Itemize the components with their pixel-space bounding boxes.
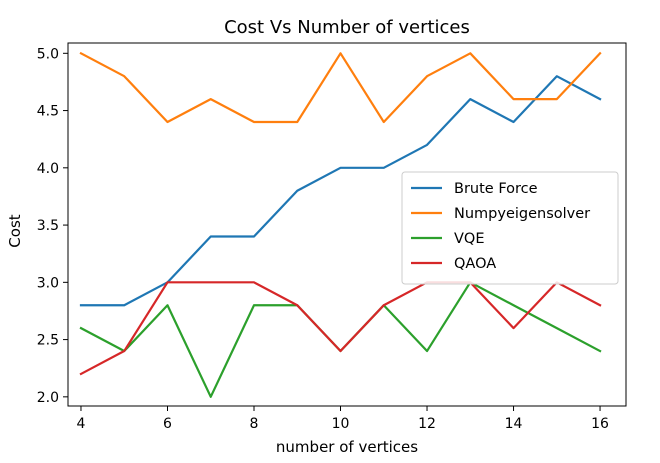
x-tick-label: 10 — [332, 416, 350, 432]
legend-box — [401, 171, 619, 285]
legend-label-3: QAOA — [454, 256, 496, 272]
y-tick-label: 3.0 — [37, 275, 59, 291]
legend-label-1: Numpyeigensolver — [454, 206, 590, 222]
x-tick-label: 6 — [163, 416, 172, 432]
y-tick-label: 4.0 — [37, 161, 59, 177]
x-axis-title: number of vertices — [276, 438, 418, 456]
legend-label-2: VQE — [454, 231, 485, 247]
x-tick-label: 4 — [77, 416, 86, 432]
x-tick-label: 16 — [591, 416, 609, 432]
x-axis: 4 6 8 10 12 14 16 — [77, 406, 609, 432]
x-tick-label: 12 — [418, 416, 436, 432]
series-layer — [79, 51, 602, 398]
plot-frame — [67, 42, 627, 407]
x-tick-label: 14 — [505, 416, 523, 432]
y-tick-label: 5.0 — [37, 46, 59, 62]
legend-label-0: Brute Force — [454, 181, 538, 197]
y-tick-label: 2.5 — [37, 333, 59, 349]
y-tick-label: 2.0 — [37, 390, 59, 406]
y-tick-label: 4.5 — [37, 104, 59, 120]
series-line-2 — [79, 281, 602, 398]
series-line-1 — [79, 51, 602, 124]
y-tick-label: 3.5 — [37, 218, 59, 234]
x-tick-label: 8 — [250, 416, 259, 432]
y-axis-title: Cost — [6, 214, 24, 247]
chart-title: Cost Vs Number of vertices — [224, 17, 470, 38]
series-line-3 — [79, 281, 602, 376]
y-axis: 2.0 2.5 3.0 3.5 4.0 4.5 5.0 — [37, 46, 68, 406]
legend: Brute Force Numpyeigensolver VQE QAOA — [401, 171, 619, 285]
